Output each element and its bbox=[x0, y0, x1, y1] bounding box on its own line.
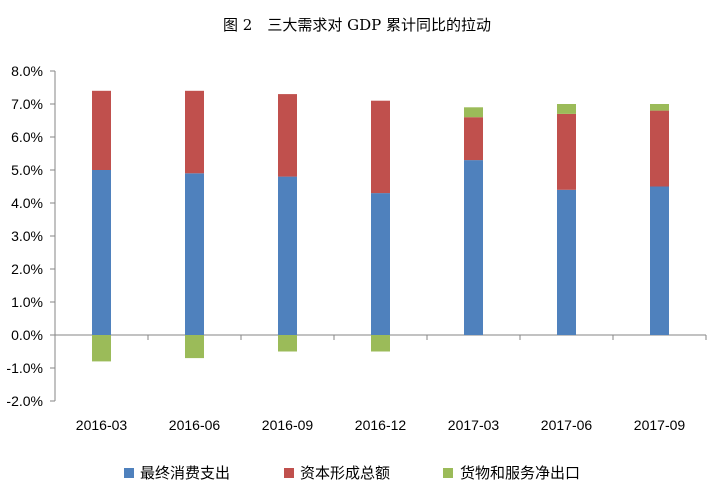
x-tick-label: 2016-06 bbox=[169, 417, 221, 433]
bar-segment bbox=[557, 189, 576, 335]
bar-segment bbox=[92, 170, 111, 335]
bar-segment bbox=[185, 335, 204, 359]
y-tick-label: 6.0% bbox=[11, 129, 43, 145]
y-tick-label: 0.0% bbox=[11, 327, 43, 343]
y-tick-label: -2.0% bbox=[6, 393, 43, 409]
y-tick-label: 2.0% bbox=[11, 261, 43, 277]
y-tick-label: -1.0% bbox=[6, 360, 43, 376]
legend-label: 最终消费支出 bbox=[140, 464, 230, 482]
bar-segment bbox=[464, 117, 483, 161]
bar-segment bbox=[557, 113, 576, 190]
chart-title: 图 2 三大需求对 GDP 累计同比的拉动 bbox=[223, 16, 491, 34]
y-axis: -2.0% -1.0% 0.0% 1.0% 2.0% 3.0% 4.0% 5.0% 6.0% 7.… bbox=[6, 63, 56, 409]
y-tick-label: 3.0% bbox=[11, 228, 43, 244]
x-tick-label: 2017-03 bbox=[448, 417, 500, 433]
legend: 最终消费支出 资本形成总额 货物和服务净出口 bbox=[124, 464, 580, 482]
legend-swatch bbox=[124, 468, 134, 478]
bar-segment bbox=[371, 335, 390, 352]
legend-label: 资本形成总额 bbox=[300, 464, 390, 482]
bar-segment bbox=[371, 193, 390, 335]
bar-segment bbox=[278, 176, 297, 335]
bar-segment bbox=[185, 173, 204, 335]
y-tick-label: 7.0% bbox=[11, 96, 43, 112]
bar-segment bbox=[92, 90, 111, 170]
bar-segment bbox=[371, 100, 390, 194]
bar-segment bbox=[557, 104, 576, 114]
legend-label: 货物和服务净出口 bbox=[460, 464, 580, 482]
legend-swatch bbox=[284, 468, 294, 478]
legend-swatch bbox=[443, 468, 453, 478]
y-tick-label: 1.0% bbox=[11, 294, 43, 310]
y-tick-label: 8.0% bbox=[11, 63, 43, 79]
bar-segment bbox=[650, 110, 669, 187]
x-tick-label: 2016-09 bbox=[262, 417, 314, 433]
bar-segment bbox=[185, 90, 204, 174]
bar-segment bbox=[650, 104, 669, 111]
bar-segment bbox=[464, 107, 483, 118]
x-tick-label: 2016-03 bbox=[76, 417, 128, 433]
x-tick-label: 2017-09 bbox=[634, 417, 686, 433]
bar-segment bbox=[92, 335, 111, 362]
bars bbox=[92, 90, 669, 362]
x-tick-label: 2016-12 bbox=[355, 417, 407, 433]
bar-segment bbox=[464, 160, 483, 335]
x-tick-label: 2017-06 bbox=[541, 417, 593, 433]
bar-segment bbox=[278, 335, 297, 352]
y-tick-label: 5.0% bbox=[11, 162, 43, 178]
bar-segment bbox=[278, 94, 297, 177]
bar-segment bbox=[650, 186, 669, 335]
y-tick-label: 4.0% bbox=[11, 195, 43, 211]
